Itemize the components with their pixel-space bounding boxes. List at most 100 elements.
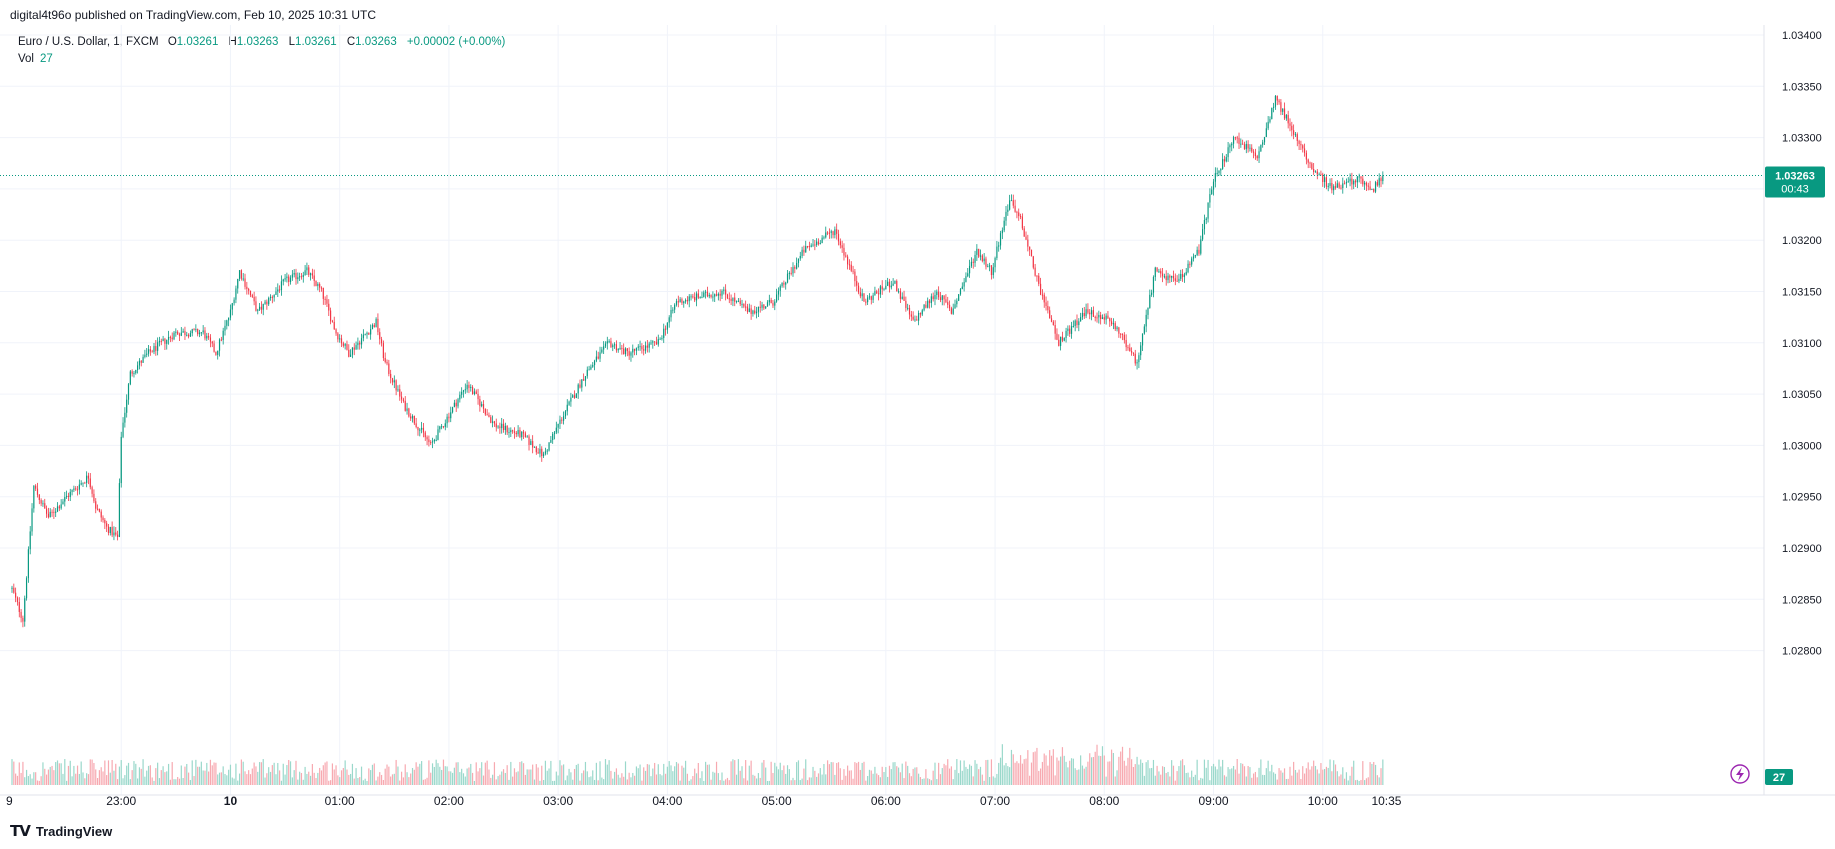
volume-bar — [13, 761, 15, 785]
volume-bar — [11, 759, 13, 785]
volume-bar — [178, 778, 181, 785]
volume-bar — [1138, 764, 1140, 785]
candle-body — [715, 294, 718, 296]
candle-body — [257, 309, 259, 311]
candle-body — [1192, 256, 1195, 259]
candle-body — [517, 429, 519, 435]
candle-body — [768, 299, 770, 303]
candle-body — [135, 369, 137, 374]
volume-bar — [867, 775, 869, 785]
volume-bar — [1269, 771, 1271, 785]
candle-body — [806, 246, 809, 248]
candle-body — [1149, 294, 1151, 308]
volume-badge: 27 — [1765, 769, 1793, 785]
volume-bar — [1165, 773, 1167, 785]
candle-body — [1314, 171, 1317, 173]
candle-body — [29, 531, 31, 550]
volume-bar — [142, 759, 144, 785]
volume-bar — [269, 771, 272, 785]
volume-bar — [120, 760, 122, 785]
candle-body — [326, 299, 328, 304]
candle-body — [1167, 275, 1169, 281]
volume-bar — [1016, 761, 1018, 785]
candle-body — [364, 334, 366, 336]
volume-bar — [104, 760, 106, 785]
candle-body — [22, 617, 24, 622]
volume-bar — [1149, 768, 1151, 785]
candle-body — [25, 578, 28, 599]
volume-bar — [681, 765, 683, 785]
volume-bar — [288, 759, 290, 785]
volume-bar — [1178, 766, 1180, 785]
lightning-icon[interactable] — [1730, 764, 1750, 784]
candle-body — [797, 258, 800, 263]
candle-body — [741, 303, 743, 305]
volume-bar — [903, 778, 905, 785]
candle-body — [930, 296, 932, 304]
candle-body — [1309, 162, 1311, 164]
candle-body — [623, 348, 625, 355]
volume-bar — [1043, 753, 1045, 785]
candle-body — [80, 483, 82, 485]
candle-body — [901, 296, 903, 299]
candle-body — [399, 389, 401, 397]
candle-body — [461, 391, 463, 395]
candle-body — [1313, 168, 1315, 173]
volume-bar — [1374, 764, 1377, 785]
volume-bar — [542, 780, 545, 785]
symbol-label[interactable]: Euro / U.S. Dollar, 1, FXCM — [18, 36, 159, 48]
tradingview-footer[interactable]: 𝗧𝗩 TradingView — [10, 822, 112, 840]
candle-body — [1269, 119, 1271, 122]
volume-bar — [1019, 755, 1022, 785]
candle-body — [1198, 249, 1200, 254]
volume-bar — [200, 761, 202, 785]
volume-bar — [779, 762, 781, 785]
candle-body — [679, 299, 681, 303]
volume-bar — [346, 769, 348, 785]
volume-bar — [794, 780, 796, 785]
candle-body — [76, 489, 79, 491]
candle-body — [109, 526, 111, 533]
volume-key[interactable]: Vol — [18, 53, 34, 65]
low-value: 1.03261 — [295, 36, 337, 48]
volume-bar — [1247, 765, 1249, 785]
candle-body — [1083, 312, 1085, 317]
candle-body — [33, 485, 35, 509]
candle-body — [87, 475, 90, 479]
candle-body — [304, 270, 306, 276]
volume-bar — [717, 773, 719, 785]
volume-bar — [160, 770, 162, 785]
candle-body — [1118, 327, 1120, 334]
volume-bar — [564, 780, 567, 785]
candle-body — [133, 373, 135, 375]
volume-bar — [1240, 763, 1242, 785]
candle-body — [907, 307, 909, 309]
volume-bar — [1322, 769, 1324, 785]
volume-bar — [623, 776, 625, 785]
candle-body — [1305, 152, 1307, 160]
volume-bar — [106, 775, 108, 785]
volume-bar — [138, 767, 141, 785]
volume-bar — [410, 773, 412, 785]
candle-body — [477, 393, 479, 400]
volume-bar — [164, 772, 166, 785]
candle-body — [277, 289, 279, 292]
volume-bar — [737, 759, 739, 785]
candle-body — [1103, 317, 1105, 320]
volume-bar — [943, 763, 945, 785]
candle-body — [1196, 249, 1198, 255]
volume-bar — [397, 766, 399, 785]
volume-bar — [268, 767, 270, 785]
volume-bar — [171, 762, 173, 785]
volume-bar — [555, 771, 557, 785]
volume-bar — [697, 763, 699, 785]
candle-body — [269, 296, 272, 298]
volume-bar — [657, 764, 659, 785]
candle-body — [146, 353, 148, 355]
candle-body — [457, 399, 459, 407]
volume-bar — [217, 774, 219, 785]
candle-body — [189, 333, 192, 337]
volume-bar — [521, 761, 523, 785]
volume-bar — [262, 759, 264, 785]
